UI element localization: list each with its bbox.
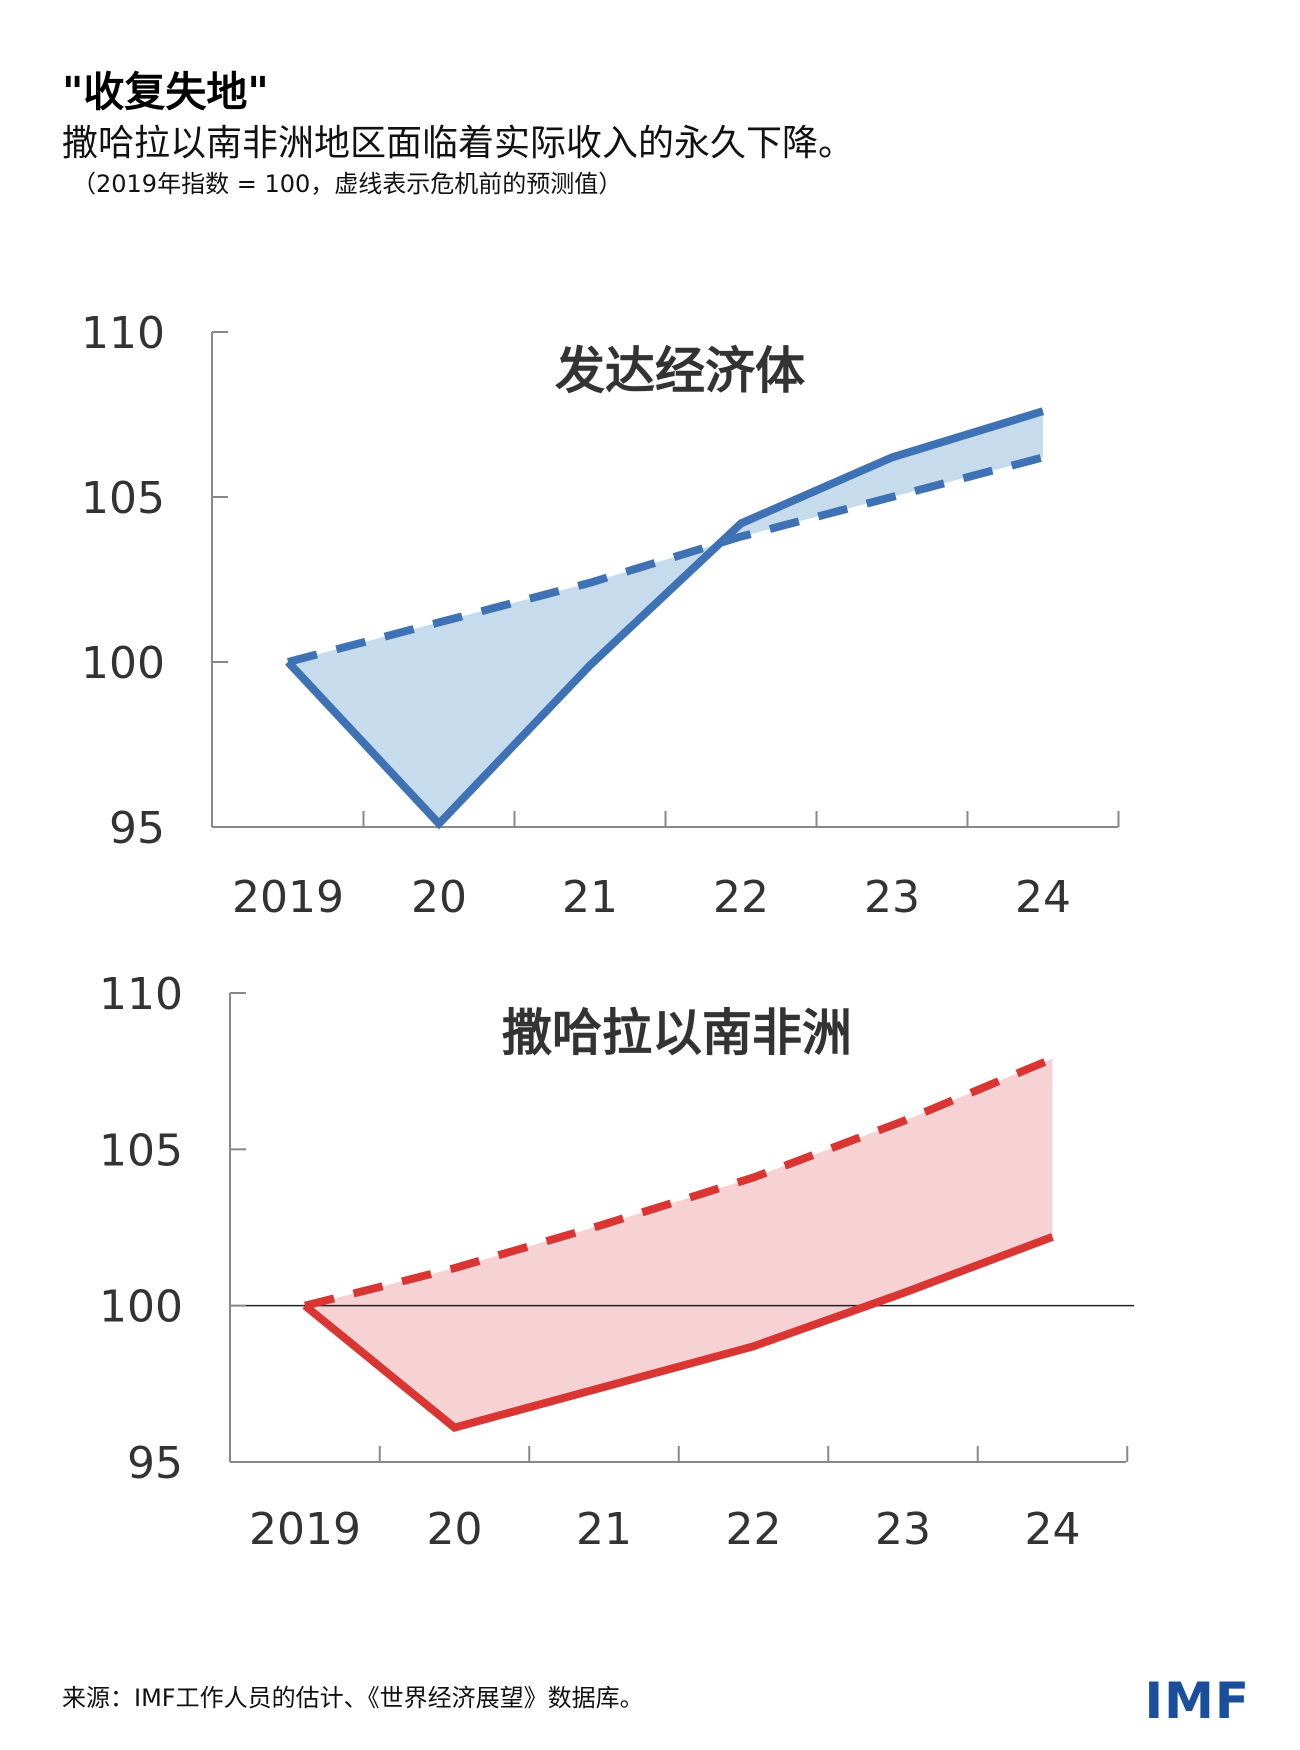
ssa-panel-title: 撒哈拉以南非洲 bbox=[502, 1004, 852, 1062]
advanced-y-tick-label: 95 bbox=[109, 803, 165, 854]
advanced-x-tick-label: 20 bbox=[411, 872, 467, 923]
chart-note: （2019年指数 = 100，虚线表示危机前的预测值） bbox=[72, 170, 623, 198]
chart-title: "收复失地" bbox=[62, 68, 269, 116]
advanced-projection-dashed-line bbox=[286, 453, 1045, 666]
ssa-x-tick-label: 22 bbox=[726, 1504, 782, 1555]
ssa-y-tick-label: 95 bbox=[127, 1438, 183, 1489]
advanced-y-tick-label: 100 bbox=[81, 638, 165, 689]
ssa-gap-area bbox=[305, 1058, 1053, 1428]
imf-logo: IMF bbox=[1144, 1672, 1250, 1730]
chart-subtitle: 撒哈拉以南非洲地区面临着实际收入的永久下降。 bbox=[62, 123, 855, 164]
advanced-y-tick-label: 110 bbox=[81, 308, 165, 359]
advanced-x-tick-label: 2019 bbox=[232, 872, 344, 923]
ssa-x-tick-label: 2019 bbox=[249, 1504, 361, 1555]
source-note: 来源：IMF工作人员的估计、《世界经济展望》数据库。 bbox=[62, 1684, 644, 1712]
advanced-x-tick-label: 23 bbox=[864, 872, 920, 923]
ssa-x-tick-label: 24 bbox=[1025, 1504, 1081, 1555]
ssa-y-tick-label: 105 bbox=[99, 1125, 183, 1176]
advanced-x-tick-label: 24 bbox=[1015, 872, 1071, 923]
ssa-projection-dashed-line bbox=[304, 1054, 1055, 1310]
advanced-x-tick-label: 21 bbox=[562, 872, 618, 923]
advanced-y-tick-label: 105 bbox=[81, 473, 165, 524]
ssa-y-tick-label: 110 bbox=[99, 969, 183, 1020]
advanced-x-tick-label: 22 bbox=[713, 872, 769, 923]
advanced-panel-title: 发达经济体 bbox=[555, 342, 805, 400]
ssa-y-tick-label: 100 bbox=[99, 1282, 183, 1333]
ssa-actual-solid-line bbox=[302, 1233, 1054, 1433]
ssa-x-tick-label: 20 bbox=[427, 1504, 483, 1555]
advanced-gap-area bbox=[288, 411, 1043, 824]
ssa-x-tick-label: 21 bbox=[576, 1504, 632, 1555]
advanced-actual-solid-line bbox=[285, 407, 1045, 830]
ssa-x-tick-label: 23 bbox=[875, 1504, 931, 1555]
